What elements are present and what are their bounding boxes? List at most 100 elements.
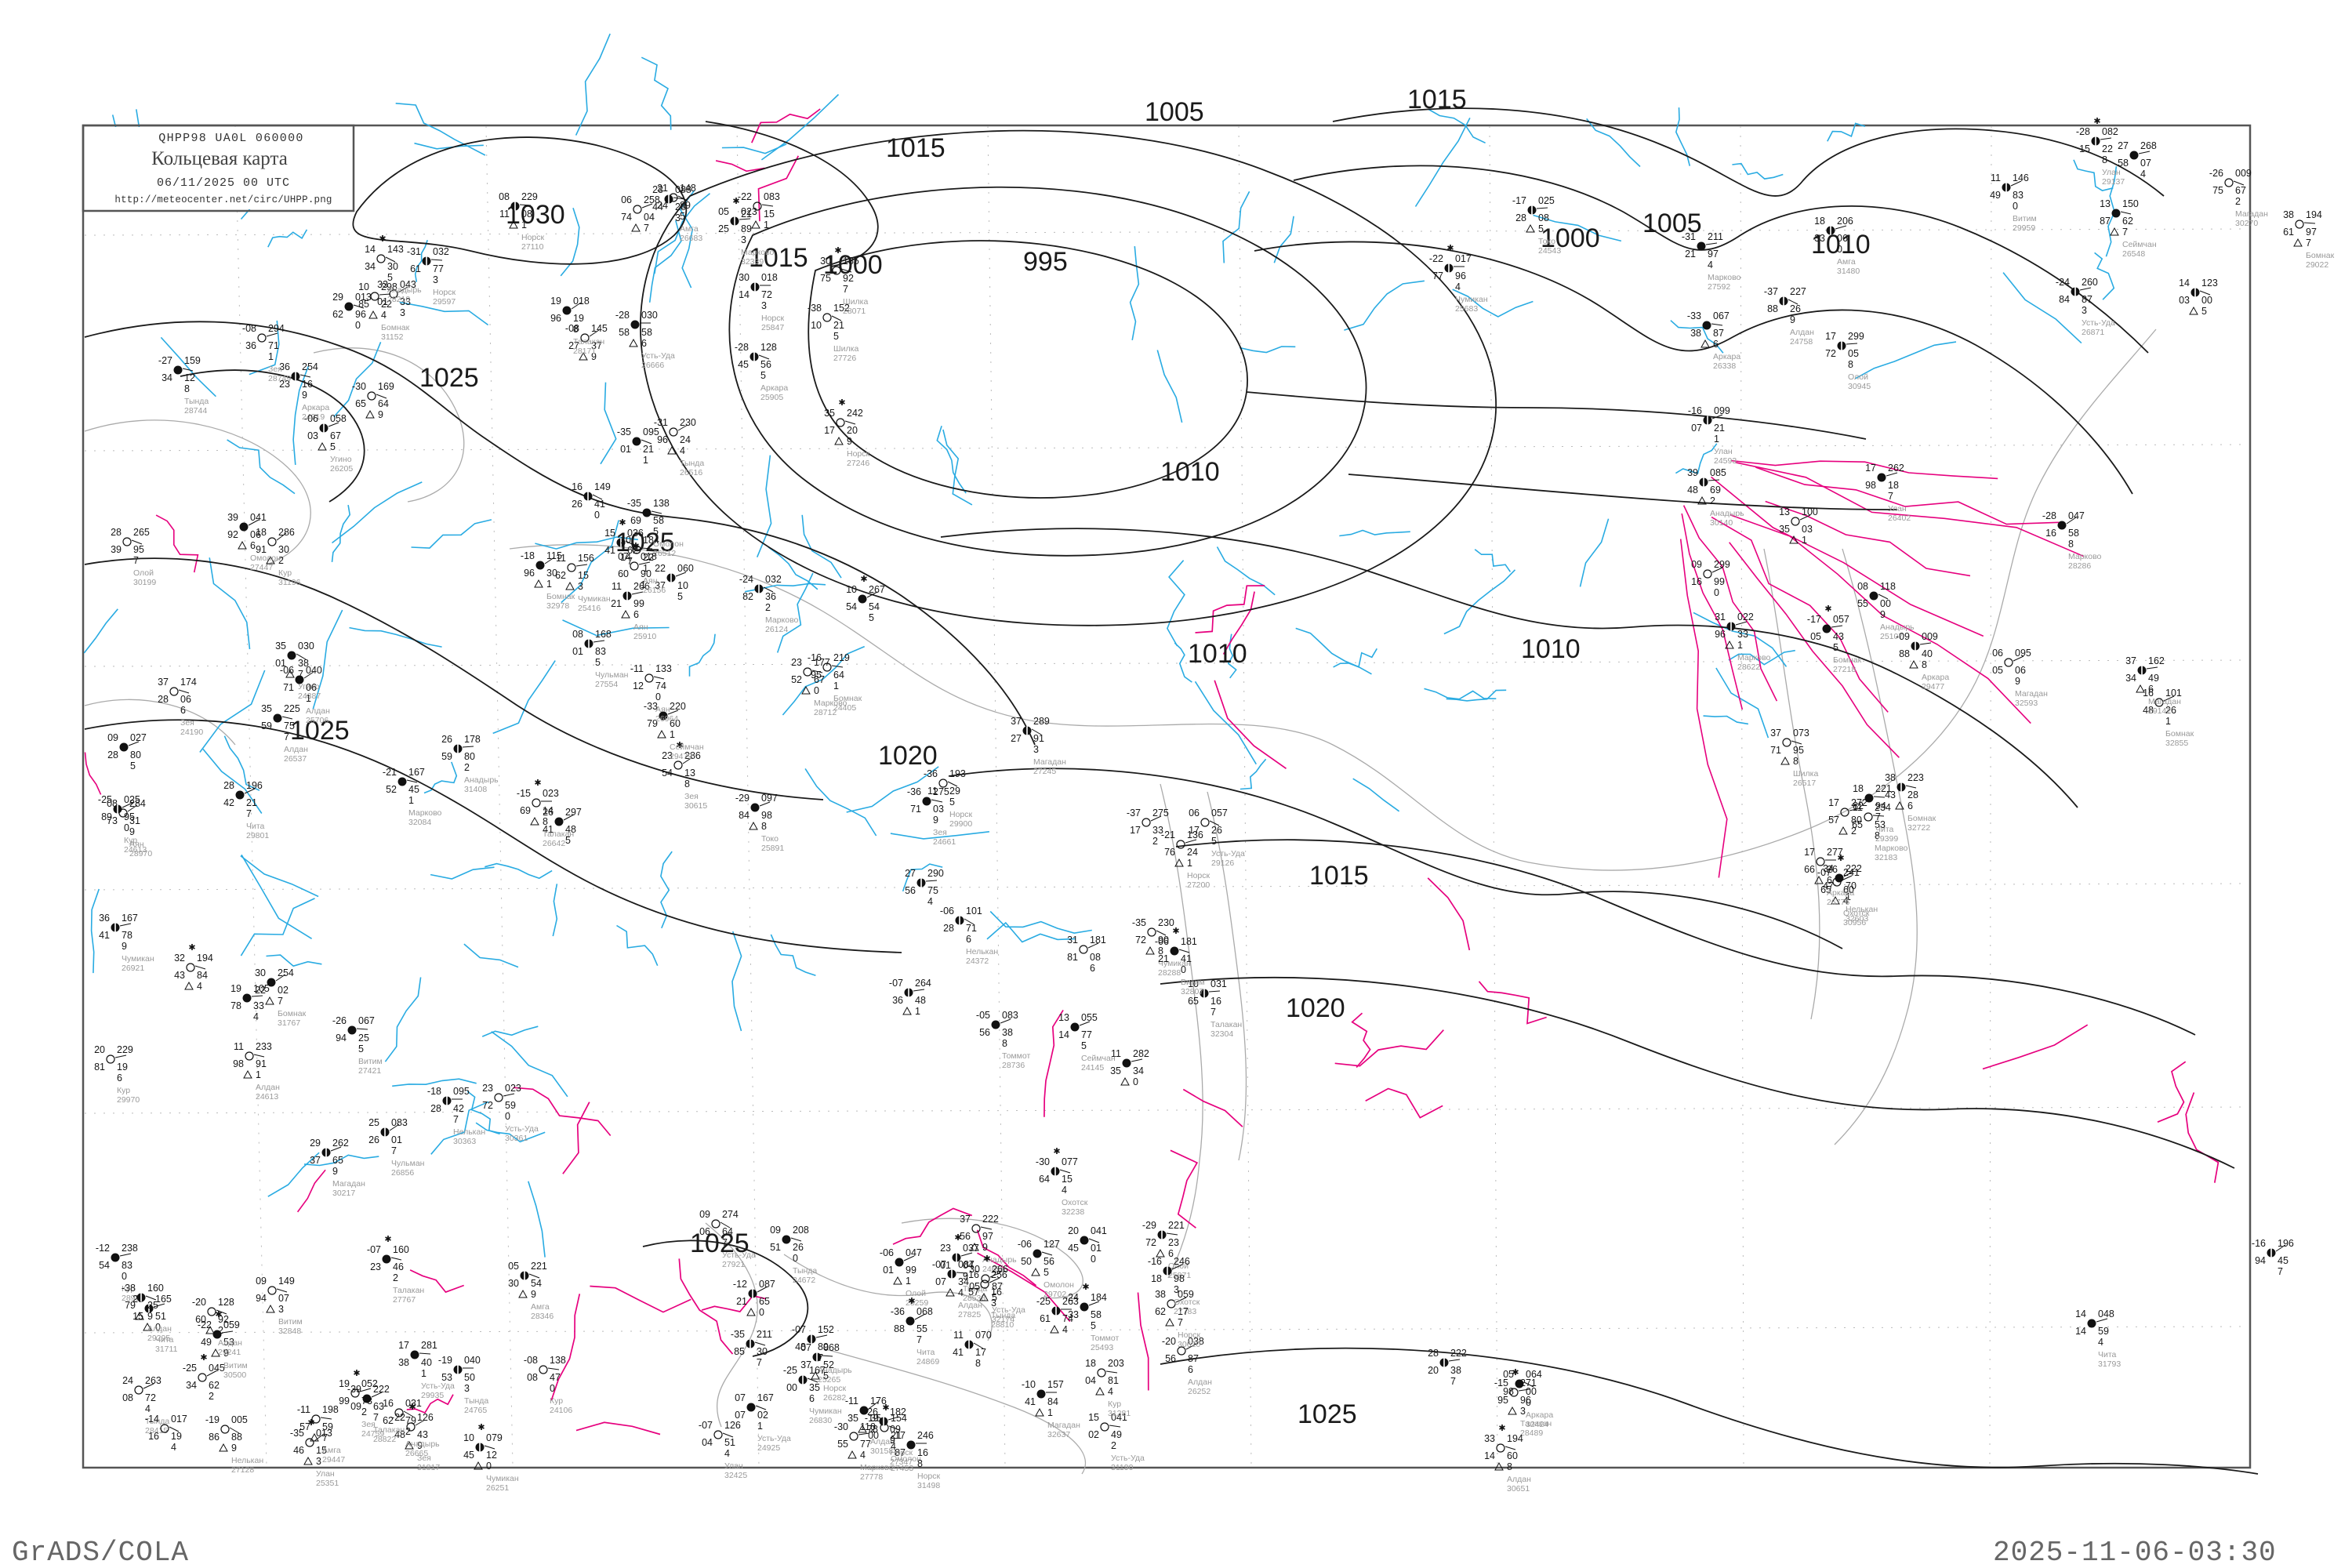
svg-text:083: 083 [1002, 1010, 1018, 1021]
svg-text:Шилка: Шилка [1793, 769, 1818, 779]
svg-text:96: 96 [1455, 270, 1466, 281]
svg-text:30140: 30140 [1710, 518, 1733, 528]
svg-text:3: 3 [464, 1383, 470, 1394]
svg-text:9: 9 [890, 1435, 895, 1446]
svg-text:4: 4 [171, 1442, 176, 1453]
svg-text:00: 00 [1880, 598, 1891, 609]
svg-text:1: 1 [268, 351, 274, 362]
svg-text:13: 13 [1058, 1012, 1069, 1023]
svg-text:26205: 26205 [330, 464, 353, 474]
svg-text:06: 06 [621, 194, 632, 205]
svg-text:21: 21 [246, 797, 257, 808]
svg-text:05: 05 [718, 206, 729, 217]
svg-text:Алдан: Алдан [256, 1083, 280, 1092]
svg-text:97: 97 [1708, 249, 1719, 260]
svg-text:30651: 30651 [1507, 1484, 1530, 1494]
svg-text:Алдан: Алдан [306, 706, 330, 716]
svg-text:02: 02 [278, 985, 289, 996]
svg-text:26252: 26252 [1188, 1387, 1210, 1396]
svg-text:229: 229 [521, 191, 538, 202]
svg-text:Бомнак: Бомнак [2165, 729, 2194, 739]
svg-text:Амга: Амга [680, 224, 699, 234]
svg-text:11: 11 [1991, 172, 2001, 183]
svg-text:69: 69 [630, 515, 641, 526]
svg-text:157: 157 [1047, 1379, 1064, 1390]
svg-text:100: 100 [1802, 506, 1818, 517]
svg-text:75: 75 [927, 885, 938, 896]
svg-text:30: 30 [757, 1346, 768, 1357]
svg-text:0: 0 [122, 1271, 127, 1282]
svg-text:87: 87 [2100, 216, 2111, 227]
svg-text:17: 17 [398, 1340, 409, 1351]
svg-text:221: 221 [1875, 783, 1892, 794]
svg-text:Аркара: Аркара [1713, 352, 1740, 361]
svg-text:52: 52 [386, 784, 397, 795]
svg-text:28489: 28489 [1520, 1428, 1543, 1438]
svg-text:64: 64 [833, 670, 844, 681]
svg-text:27245: 27245 [1033, 767, 1056, 776]
svg-text:128: 128 [218, 1297, 234, 1308]
svg-text:85: 85 [734, 1346, 745, 1357]
svg-text:Норск: Норск [1178, 1330, 1201, 1340]
svg-text:Чумикан: Чумикан [122, 954, 154, 964]
svg-text:2: 2 [361, 1406, 367, 1417]
svg-text:3: 3 [741, 234, 746, 245]
svg-text:Алдан: Алдан [1790, 328, 1814, 337]
svg-text:275: 275 [933, 786, 949, 797]
svg-text:✱: ✱ [2093, 117, 2100, 126]
svg-text:1005: 1005 [1145, 97, 1204, 127]
svg-text:91: 91 [1033, 733, 1044, 744]
svg-text:QHPP98 UA0L 060000: QHPP98 UA0L 060000 [158, 132, 303, 145]
svg-text:29801: 29801 [246, 831, 269, 840]
svg-text:1: 1 [2165, 716, 2171, 727]
svg-text:-30: -30 [352, 381, 366, 392]
svg-text:21: 21 [736, 1296, 747, 1307]
svg-text:118: 118 [1880, 581, 1896, 592]
svg-text:Марково: Марково [2068, 552, 2102, 561]
svg-text:88: 88 [894, 1323, 905, 1334]
svg-text:14: 14 [1484, 1450, 1495, 1461]
svg-text:26517: 26517 [1793, 779, 1816, 788]
svg-text:14: 14 [1058, 1029, 1069, 1040]
svg-text:31817: 31817 [417, 1463, 440, 1472]
svg-text:115: 115 [546, 550, 562, 561]
svg-text:11: 11 [234, 1041, 244, 1052]
svg-text:30217: 30217 [332, 1189, 355, 1198]
svg-text:97: 97 [982, 1231, 993, 1242]
svg-text:Магадан: Магадан [2235, 209, 2268, 219]
svg-text:27: 27 [905, 868, 916, 879]
svg-text:4: 4 [680, 445, 685, 456]
svg-text:29295: 29295 [147, 1334, 170, 1343]
svg-text:88: 88 [231, 1432, 242, 1443]
svg-text:9: 9 [531, 1289, 536, 1300]
svg-text:01: 01 [620, 444, 631, 455]
svg-text:294: 294 [268, 323, 285, 334]
svg-text:Талакан: Талакан [1210, 1020, 1242, 1029]
svg-text:38: 38 [2283, 209, 2294, 220]
svg-text:5: 5 [760, 370, 766, 381]
svg-text:26642: 26642 [543, 839, 565, 848]
svg-text:Бомнак: Бомнак [1833, 655, 1862, 665]
svg-text:275: 275 [1152, 808, 1169, 818]
svg-text:30270: 30270 [2235, 219, 2258, 228]
svg-text:6: 6 [250, 540, 256, 551]
svg-text:7: 7 [916, 1334, 922, 1345]
svg-text:1: 1 [1187, 858, 1192, 869]
svg-text:5: 5 [1211, 836, 1217, 847]
svg-text:25: 25 [368, 1117, 379, 1128]
svg-text:9: 9 [122, 941, 127, 952]
svg-text:0: 0 [1837, 244, 1842, 255]
svg-text:7: 7 [843, 284, 848, 295]
svg-text:1025: 1025 [419, 363, 479, 393]
svg-text:7: 7 [1875, 811, 1881, 822]
svg-text:30: 30 [546, 568, 557, 579]
svg-text:31281: 31281 [1108, 1409, 1131, 1418]
svg-text:26: 26 [793, 1242, 804, 1253]
svg-text:07: 07 [2140, 158, 2151, 169]
svg-text:74: 74 [1062, 1313, 1073, 1324]
svg-text:37: 37 [2125, 655, 2136, 666]
svg-text:26: 26 [441, 734, 452, 745]
svg-text:38: 38 [1690, 328, 1701, 339]
svg-text:-11: -11 [630, 663, 644, 674]
svg-text:25683: 25683 [1455, 304, 1478, 314]
